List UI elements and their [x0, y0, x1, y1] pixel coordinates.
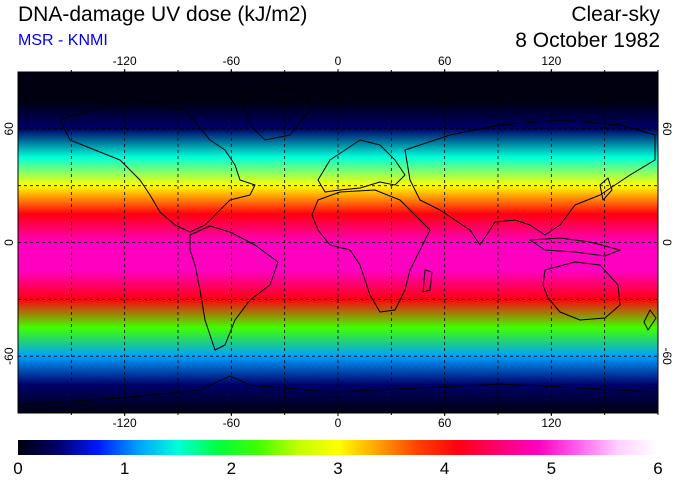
- colorbar-tick-label: 1: [120, 459, 129, 478]
- madagascar-coast: [422, 269, 433, 293]
- latitude-tick-label-left: 0: [2, 239, 16, 246]
- latitude-tick-label-left: -60: [2, 347, 16, 365]
- latitude-tick-label-right: -60: [660, 347, 674, 365]
- latitude-tick-label-right: 60: [660, 122, 674, 136]
- colorbar: [18, 440, 658, 455]
- sky-condition: Clear-sky: [571, 3, 660, 26]
- longitude-tick-label-top: 0: [335, 54, 342, 68]
- greenland-coast: [239, 87, 311, 141]
- colorbar-tick-label: 2: [227, 459, 236, 478]
- longitude-tick-label-bottom: 60: [438, 416, 452, 430]
- colorbar-tick-label: 0: [13, 459, 22, 478]
- latitude-tick-label-right: 0: [660, 239, 674, 246]
- asia-coast: [404, 119, 656, 246]
- africa-coast: [311, 189, 431, 313]
- south-america-coast: [189, 225, 279, 351]
- colorbar-labels: 0 1 2 3 4 5 6: [13, 459, 662, 478]
- longitude-tick-label-bottom: 120: [541, 416, 561, 430]
- map-title: DNA-damage UV dose (kJ/m2): [18, 3, 308, 26]
- longitude-tick-label-top: -120: [113, 54, 137, 68]
- map-date: 8 October 1982: [515, 29, 660, 52]
- graticule: [18, 72, 658, 413]
- colorbar-tick-label: 3: [333, 459, 342, 478]
- colorbar-tick-label: 4: [440, 459, 449, 478]
- colorbar-tick-label: 5: [547, 459, 556, 478]
- map-frame: [17, 71, 659, 414]
- antarctica-coast: [17, 375, 659, 406]
- longitude-tick-label-bottom: 0: [335, 416, 342, 430]
- japan-coast: [599, 177, 613, 201]
- new-zealand-coast: [643, 309, 657, 331]
- map-subtitle: MSR - KNMI: [18, 32, 108, 49]
- colorbar-tick-label: 6: [653, 459, 662, 478]
- north-america-coast: [59, 99, 256, 233]
- longitude-tick-label-top: 60: [438, 54, 452, 68]
- longitude-tick-label-bottom: -60: [223, 416, 241, 430]
- europe-coast: [317, 139, 406, 193]
- longitude-tick-label-top: -60: [223, 54, 241, 68]
- coastlines: [17, 87, 659, 406]
- longitude-tick-label-top: 120: [541, 54, 561, 68]
- latitude-tick-label-left: 60: [2, 122, 16, 136]
- longitude-tick-label-bottom: -120: [113, 416, 137, 430]
- map-frame-ticks: -120 -120 -60 -60 0 0 60 60 120 120 60 60 0 0 -60 -60: [2, 54, 674, 430]
- indonesia-coast: [529, 237, 621, 257]
